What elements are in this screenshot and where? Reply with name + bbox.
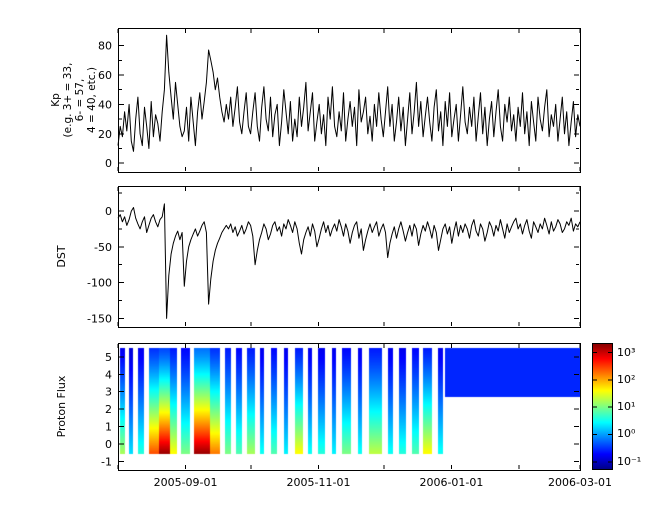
kp-y-tick-label: 0	[105, 157, 112, 170]
x-tick-label: 2006-03-01	[548, 476, 612, 489]
proton_flux-y-tick-label: 4	[105, 368, 112, 381]
proton_flux-y-tick-label: 2	[105, 403, 112, 416]
x-tick-label: 2005-09-01	[153, 476, 218, 489]
dst-y-tick-label: -50	[94, 241, 112, 254]
dst-y-tick-label: -100	[87, 277, 112, 290]
kp-y-tick-label: 60	[98, 69, 112, 82]
proton_flux-y-tick-label: 1	[105, 421, 112, 434]
kp-y-tick-label: 20	[98, 128, 112, 141]
kp-y-tick-label: 80	[98, 40, 112, 53]
colorbar-tick-label: 10²	[617, 372, 636, 386]
proton_flux-y-tick-label: -1	[101, 455, 112, 468]
proton-flux-heatmap	[118, 343, 580, 470]
colorbar-frame	[592, 343, 613, 470]
dst-panel: 0 -50 -100 -150	[87, 186, 581, 328]
kp-panel: 0 20 40 60 80	[98, 28, 581, 173]
colorbar-gradient	[592, 343, 612, 470]
kp-series	[117, 34, 581, 152]
proton_flux-panel-frame	[118, 343, 581, 471]
colorbar-tick-label: 10³	[617, 345, 636, 359]
proton_flux-y-tick-label: 3	[105, 386, 112, 399]
proton_flux-y-tick-label: 0	[105, 438, 112, 451]
proton_flux-panel: -1 0 1 2 3 4 5	[101, 343, 581, 471]
x-tick-label: 2006-01-01	[419, 476, 484, 489]
dst-y-tick-label: 0	[105, 205, 112, 218]
kp-y-tick-label: 40	[98, 98, 112, 111]
dst-panel-frame	[118, 186, 581, 328]
colorbar-tick-label: 10⁰	[617, 427, 636, 441]
proton_flux-y-tick-label: 5	[105, 351, 112, 364]
colorbar-axis	[592, 343, 613, 470]
colorbar-tick-label: 10¹	[617, 400, 636, 414]
colorbar-tick-label: 10⁻¹	[617, 454, 642, 468]
dst-series	[117, 203, 581, 319]
dst-y-tick-label: -150	[87, 312, 112, 325]
kp-panel-frame	[118, 28, 581, 173]
x-tick-label: 2005-11-01	[286, 476, 351, 489]
